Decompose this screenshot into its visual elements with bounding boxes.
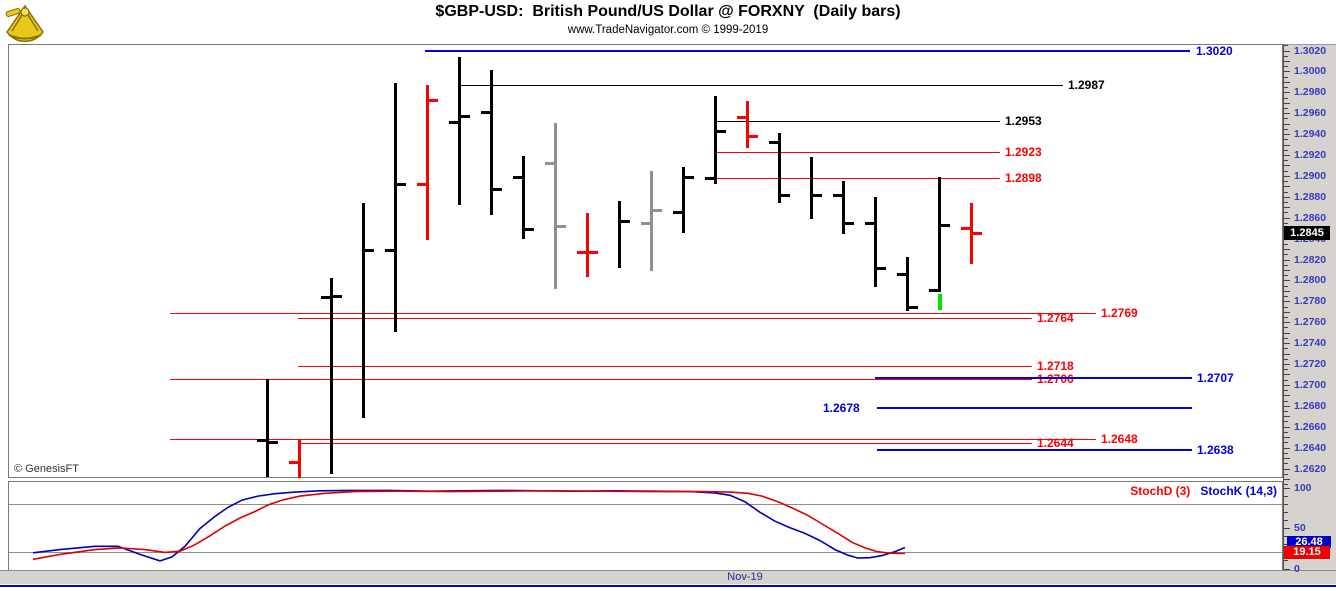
genesis-sextant-logo — [5, 4, 44, 42]
bottom-scroll-line — [0, 585, 1336, 587]
stochastic-panel[interactable] — [8, 481, 1283, 573]
stochd-value-badge: 19.15 — [1284, 546, 1330, 559]
stochk-value-badge: 26.48 — [1287, 536, 1331, 548]
genesis-copyright: © GenesisFT — [14, 463, 79, 475]
chart-subtitle: www.TradeNavigator.com © 1999-2019 — [567, 24, 769, 36]
last-price-badge: 1.2845 — [1284, 226, 1330, 240]
price-chart-panel[interactable] — [8, 44, 1283, 478]
stochk-legend-label: StochK (14,3) — [1200, 484, 1277, 498]
chart-title: $GBP-USD: British Pound/US Dollar @ FORX… — [435, 3, 901, 20]
legend-spacer — [1190, 484, 1200, 498]
indicator-legend: StochD (3) StochK (14,3) — [1130, 484, 1277, 498]
stochd-legend-label: StochD (3) — [1130, 484, 1191, 498]
date-axis — [0, 570, 1336, 584]
date-axis-label: Nov-19 — [727, 571, 763, 583]
price-axis[interactable] — [1283, 44, 1336, 570]
